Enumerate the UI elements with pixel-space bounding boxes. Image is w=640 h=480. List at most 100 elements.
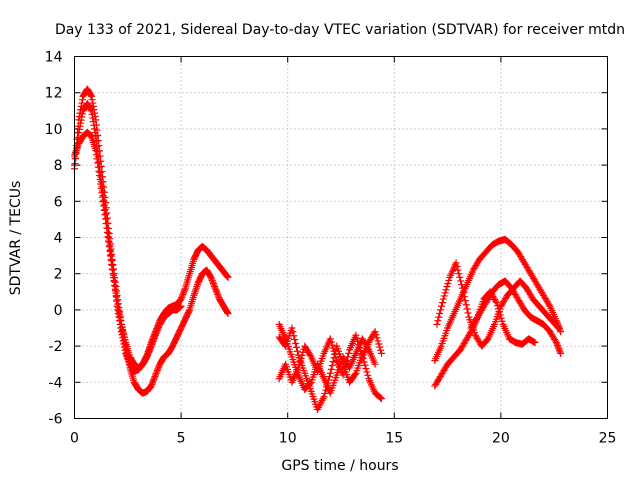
series-arc-2c <box>275 320 379 397</box>
data-point <box>151 373 159 381</box>
data-point <box>180 289 188 297</box>
data-point <box>288 324 296 332</box>
data-point <box>208 275 216 283</box>
data-point <box>99 192 107 200</box>
y-tick-label: 2 <box>54 267 63 283</box>
data-point <box>152 371 160 379</box>
data-point <box>434 317 442 325</box>
data-point <box>557 349 565 357</box>
data-point <box>110 276 118 284</box>
data-point <box>88 107 96 115</box>
data-point <box>290 332 298 340</box>
data-point <box>440 292 448 300</box>
data-point <box>211 284 219 292</box>
data-point <box>119 337 127 345</box>
data-point <box>444 280 452 288</box>
data-point <box>123 354 131 362</box>
data-point <box>123 352 131 360</box>
data-point <box>149 377 157 385</box>
data-point <box>181 286 189 294</box>
data-point <box>207 273 215 281</box>
data-point <box>88 92 96 100</box>
data-point <box>147 382 155 390</box>
data-point <box>320 393 328 401</box>
data-point <box>495 308 503 316</box>
data-points <box>71 85 565 413</box>
data-point <box>554 324 562 332</box>
data-point <box>291 336 299 344</box>
data-point <box>209 280 217 288</box>
data-point <box>442 286 450 294</box>
data-point <box>459 284 467 292</box>
data-point <box>106 247 114 255</box>
data-point <box>328 361 336 369</box>
data-point <box>75 129 83 137</box>
data-point <box>107 252 115 260</box>
data-point <box>293 343 301 351</box>
data-point <box>180 287 188 295</box>
data-point <box>331 350 339 358</box>
data-point <box>456 273 464 281</box>
data-point <box>351 371 359 379</box>
y-tick-label: 8 <box>54 158 63 174</box>
data-point <box>116 320 124 328</box>
data-point <box>114 306 122 314</box>
data-point <box>326 369 334 377</box>
data-point <box>124 356 132 364</box>
data-point <box>119 334 127 342</box>
data-point <box>439 295 447 303</box>
data-point <box>306 351 314 359</box>
data-point <box>153 368 161 376</box>
data-point <box>92 132 100 140</box>
data-point <box>454 266 462 274</box>
data-point <box>87 91 95 99</box>
data-point <box>100 196 108 204</box>
data-point <box>375 340 383 348</box>
data-point <box>212 287 220 295</box>
data-point <box>458 281 466 289</box>
axis-ticks: 0 5 10 15 20 25 -6 -4 -2 0 2 4 6 8 10 12 14 <box>45 50 617 447</box>
data-point <box>438 299 446 307</box>
data-point <box>105 234 113 241</box>
data-point <box>102 210 110 218</box>
data-point <box>120 340 128 348</box>
data-point <box>150 374 158 382</box>
data-point <box>497 314 505 322</box>
data-point <box>371 328 379 336</box>
y-tick-label: -2 <box>49 339 63 355</box>
data-point <box>464 309 472 317</box>
data-point <box>98 182 106 190</box>
data-point <box>498 317 506 325</box>
data-point <box>329 358 337 366</box>
data-point <box>327 365 335 373</box>
data-point <box>97 173 105 181</box>
data-point <box>177 302 185 310</box>
data-point <box>74 134 82 142</box>
data-point <box>121 346 129 354</box>
data-point <box>452 259 460 267</box>
data-point <box>122 351 130 359</box>
data-point <box>329 344 337 352</box>
data-point <box>103 220 111 228</box>
data-point <box>116 317 124 325</box>
data-point <box>208 276 216 284</box>
data-point <box>340 367 348 375</box>
data-point <box>108 261 116 269</box>
data-point <box>101 206 109 214</box>
data-point <box>90 121 98 129</box>
data-point <box>143 353 151 361</box>
data-point <box>492 297 500 305</box>
data-point <box>88 110 96 118</box>
data-point <box>109 271 117 279</box>
data-point <box>192 284 200 292</box>
y-tick-label: 12 <box>45 86 63 102</box>
data-point <box>433 320 441 328</box>
x-tick-label: 25 <box>599 431 617 447</box>
data-point <box>105 238 113 246</box>
data-point <box>78 110 86 118</box>
data-point <box>94 148 102 156</box>
data-point <box>71 160 79 168</box>
data-point <box>362 365 370 373</box>
data-point <box>155 363 163 371</box>
